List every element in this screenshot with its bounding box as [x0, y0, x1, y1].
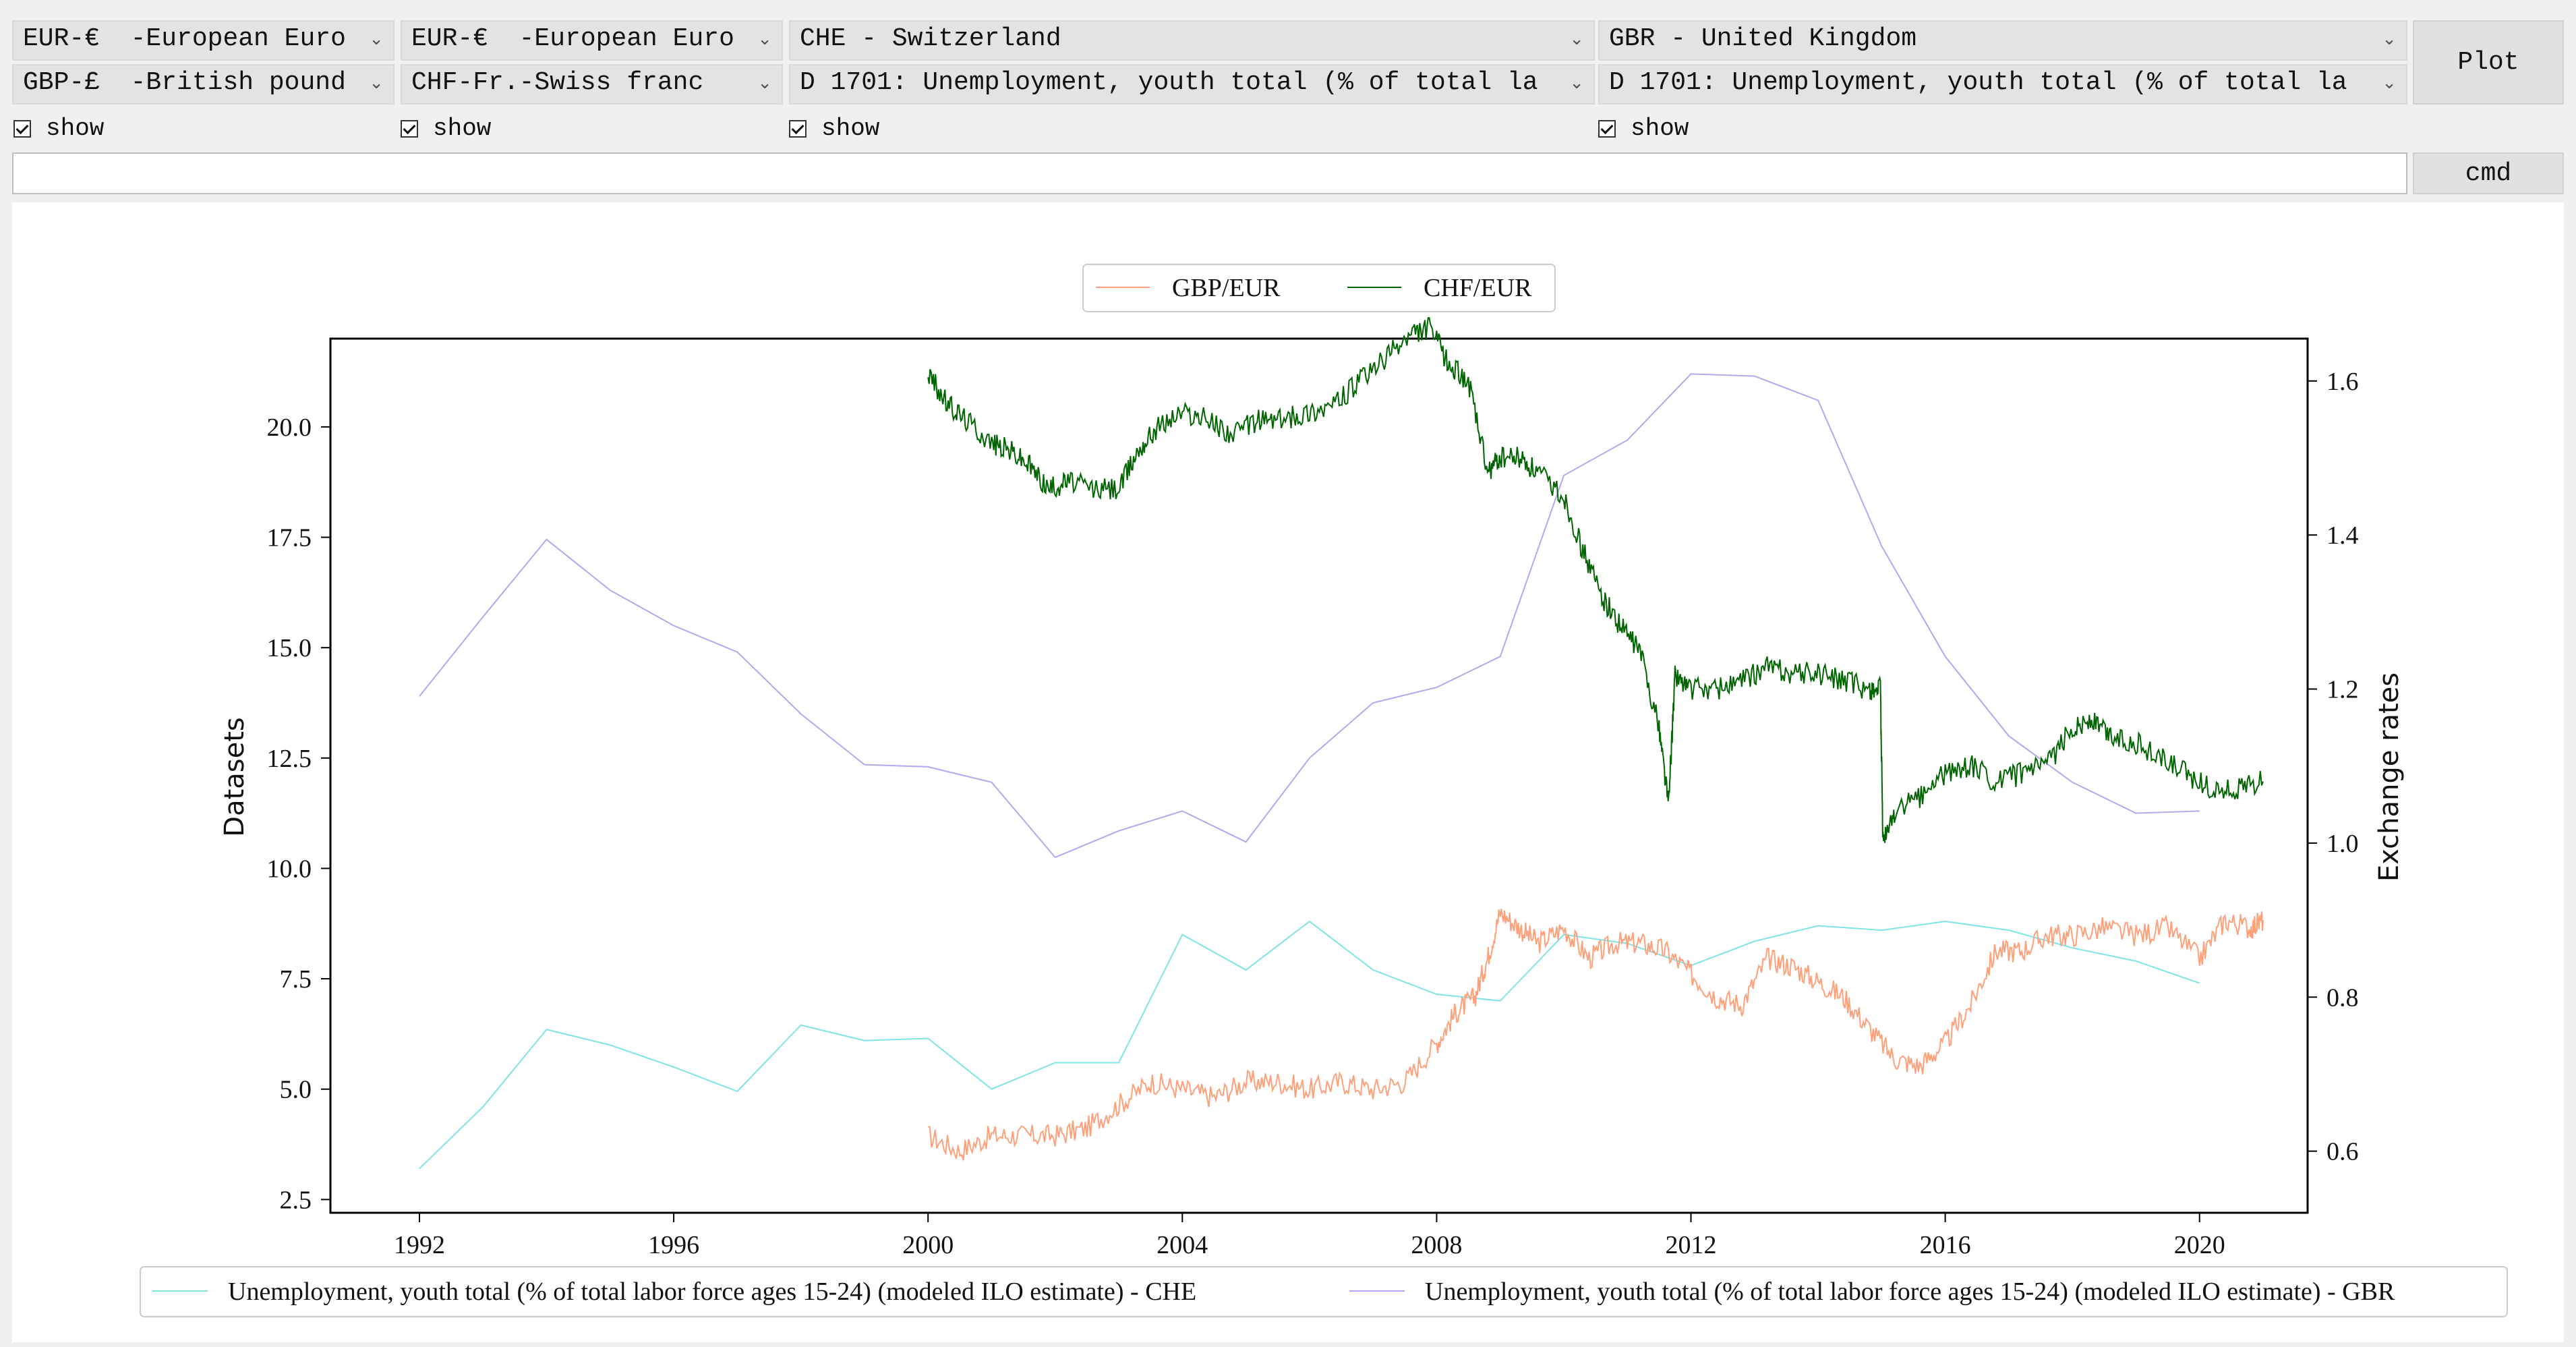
series-line-gbr: [419, 373, 2200, 859]
checkbox-checked-icon: [789, 119, 807, 138]
x-tick-label: 2004: [1157, 1231, 1208, 1259]
plot-button[interactable]: Plot: [2413, 20, 2564, 105]
base-currency-select-2[interactable]: EUR-€ -European Euro ⌄: [401, 20, 783, 61]
cmd-input[interactable]: [12, 152, 2407, 194]
chevron-down-icon: ⌄: [1569, 73, 1584, 93]
legend-bottom: Unemployment, youth total (% of total la…: [140, 1266, 2508, 1317]
y-left-tick-label: 17.5: [267, 524, 312, 552]
chart-svg: GBP/EUR CHF/EUR 1992 1996 2000 2004 2008 2012…: [140, 264, 2508, 1317]
y-axis-left-label: Datasets: [219, 717, 250, 836]
y-left-tick-label: 7.5: [280, 965, 312, 994]
x-tick-label: 2000: [902, 1231, 954, 1259]
y-axis-right-label: Exchange rates: [2374, 672, 2405, 882]
y-right-tick-label: 0.8: [2326, 983, 2359, 1012]
cmd-button[interactable]: cmd: [2413, 152, 2564, 194]
x-tick-label: 2016: [1920, 1231, 1971, 1259]
axes-frame: [329, 337, 2309, 1214]
series-group: [419, 316, 2264, 1170]
ticks-group: 1992 1996 2000 2004 2008 2012 2016 2020 2.5 5.0 7.…: [267, 368, 2359, 1259]
chevron-down-icon: ⌄: [757, 73, 772, 93]
chevron-down-icon: ⌄: [757, 29, 772, 49]
legend-bottom-frame: [140, 1266, 2508, 1317]
x-tick-label: 1992: [394, 1231, 445, 1259]
legend-label-gbr: Unemployment, youth total (% of total la…: [1425, 1278, 2395, 1306]
y-right-tick-label: 1.2: [2326, 676, 2359, 704]
y-left-tick-label: 5.0: [280, 1076, 312, 1104]
quote-currency-select-1[interactable]: GBP-£ -British pound ⌄: [12, 64, 394, 105]
series-line-gbp-eur: [928, 909, 2264, 1161]
series-line-che: [419, 920, 2200, 1170]
x-tick-label: 1996: [648, 1231, 699, 1259]
legend-label-chf: CHF/EUR: [1424, 274, 1532, 302]
y-left-tick-label: 20.0: [267, 413, 312, 442]
show-checkbox-2[interactable]: show: [401, 115, 491, 142]
chevron-down-icon: ⌄: [2382, 73, 2397, 93]
chevron-down-icon: ⌄: [369, 29, 384, 49]
country-select-1[interactable]: CHE - Switzerland ⌄: [789, 20, 1595, 61]
legend-label-gbp: GBP/EUR: [1172, 274, 1281, 302]
legend-top: GBP/EUR CHF/EUR: [1082, 264, 1556, 312]
dataset-select-1[interactable]: D 1701: Unemployment, youth total (% of …: [789, 64, 1595, 105]
y-left-tick-label: 10.0: [267, 855, 312, 883]
chevron-down-icon: ⌄: [369, 73, 384, 93]
show-checkbox-1[interactable]: show: [13, 115, 104, 142]
y-left-tick-label: 12.5: [267, 745, 312, 773]
show-checkbox-4[interactable]: show: [1598, 115, 1689, 142]
y-right-tick-label: 1.6: [2326, 368, 2359, 396]
dataset-select-2[interactable]: D 1701: Unemployment, youth total (% of …: [1598, 64, 2407, 105]
x-tick-label: 2012: [1666, 1231, 1717, 1259]
y-right-tick-label: 1.0: [2326, 830, 2359, 858]
x-tick-label: 2020: [2174, 1231, 2225, 1259]
y-right-tick-label: 1.4: [2326, 521, 2359, 550]
checkbox-checked-icon: [1598, 119, 1616, 138]
y-right-tick-label: 0.6: [2326, 1138, 2359, 1166]
legend-top-frame: [1082, 264, 1556, 312]
checkbox-checked-icon: [13, 119, 31, 138]
y-left-tick-label: 15.0: [267, 634, 312, 662]
quote-currency-select-2[interactable]: CHF-Fr.-Swiss franc ⌄: [401, 64, 783, 105]
legend-label-che: Unemployment, youth total (% of total la…: [228, 1278, 1196, 1306]
y-left-tick-label: 2.5: [280, 1186, 312, 1214]
show-checkbox-3[interactable]: show: [789, 115, 879, 142]
series-line-chf-eur: [927, 316, 2264, 843]
chevron-down-icon: ⌄: [2382, 29, 2397, 49]
chevron-down-icon: ⌄: [1569, 29, 1584, 49]
checkbox-checked-icon: [401, 119, 418, 138]
country-select-2[interactable]: GBR - United Kingdom ⌄: [1598, 20, 2407, 61]
plot-area: GBP/EUR CHF/EUR 1992 1996 2000 2004 2008 2012…: [12, 202, 2564, 1342]
x-tick-label: 2008: [1411, 1231, 1462, 1259]
base-currency-select-1[interactable]: EUR-€ -European Euro ⌄: [12, 20, 394, 61]
